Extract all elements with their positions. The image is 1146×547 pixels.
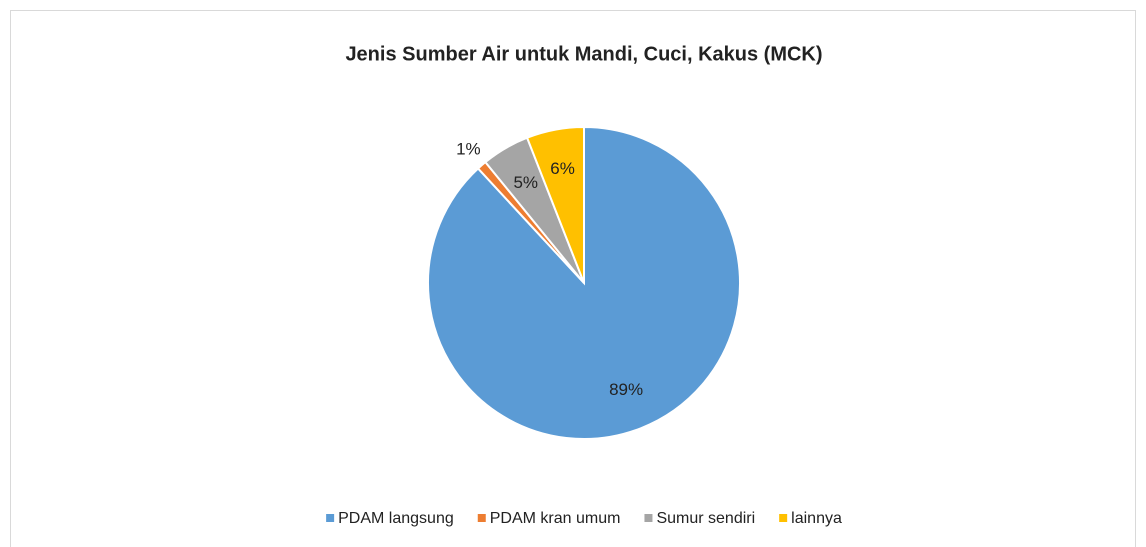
legend-label: Sumur sendiri xyxy=(656,510,755,527)
legend-swatch xyxy=(477,514,486,522)
chart-title: Jenis Sumber Air untuk Mandi, Cuci, Kaku… xyxy=(345,43,822,65)
legend-swatch xyxy=(326,514,335,522)
pie-slice xyxy=(525,125,585,284)
data-label: 89% xyxy=(609,380,643,399)
legend-swatch xyxy=(644,514,653,522)
legend-label: PDAM kran umum xyxy=(490,510,621,527)
legend-label: PDAM langsung xyxy=(338,510,454,527)
data-label: 6% xyxy=(550,159,575,178)
data-label: 5% xyxy=(513,173,538,192)
legend-swatch xyxy=(779,514,788,522)
data-label: 1% xyxy=(456,139,481,158)
legend-label: lainnya xyxy=(791,510,842,527)
